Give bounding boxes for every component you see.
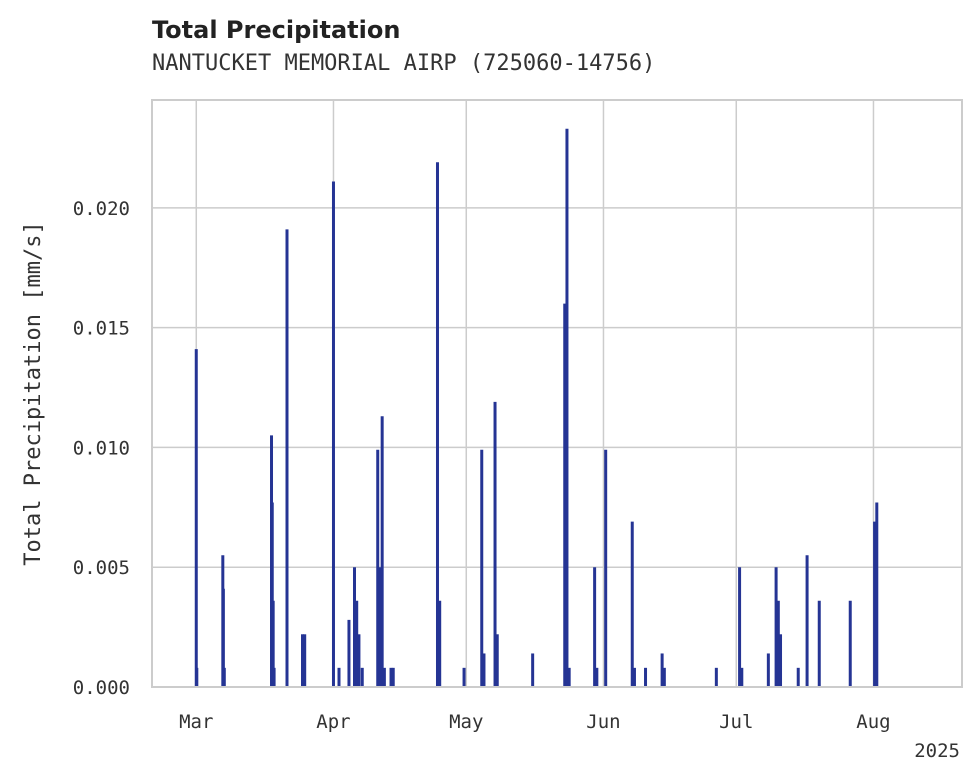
chart-title: Total Precipitation <box>152 16 401 44</box>
y-tick-label: 0.010 <box>73 437 130 459</box>
x-tick-label: Mar <box>179 711 213 733</box>
y-tick-label: 0.015 <box>73 318 130 340</box>
x-tick-label: May <box>449 711 483 733</box>
chart-subtitle: NANTUCKET MEMORIAL AIRP (725060-14756) <box>152 51 656 76</box>
y-tick-label: 0.005 <box>73 557 130 579</box>
y-tick-label: 0.020 <box>73 198 130 220</box>
x-tick-label: Jun <box>586 711 620 733</box>
y-axis-label: Total Precipitation [mm/s] <box>21 221 46 565</box>
x-tick-label: Apr <box>316 711 350 733</box>
y-tick-label: 0.000 <box>73 677 130 699</box>
plot-frame <box>151 99 963 688</box>
x-tick-label: Aug <box>856 711 890 733</box>
y-tick-labels: 0.000 0.005 0.010 0.015 0.020 <box>73 198 130 699</box>
x-tick-label: Jul <box>719 711 753 733</box>
x-axis-year-label: 2025 <box>914 740 960 762</box>
x-tick-labels: Mar Apr May Jun Jul Aug <box>179 711 891 733</box>
x-gridlines <box>195 100 875 687</box>
precipitation-bars <box>194 128 879 687</box>
